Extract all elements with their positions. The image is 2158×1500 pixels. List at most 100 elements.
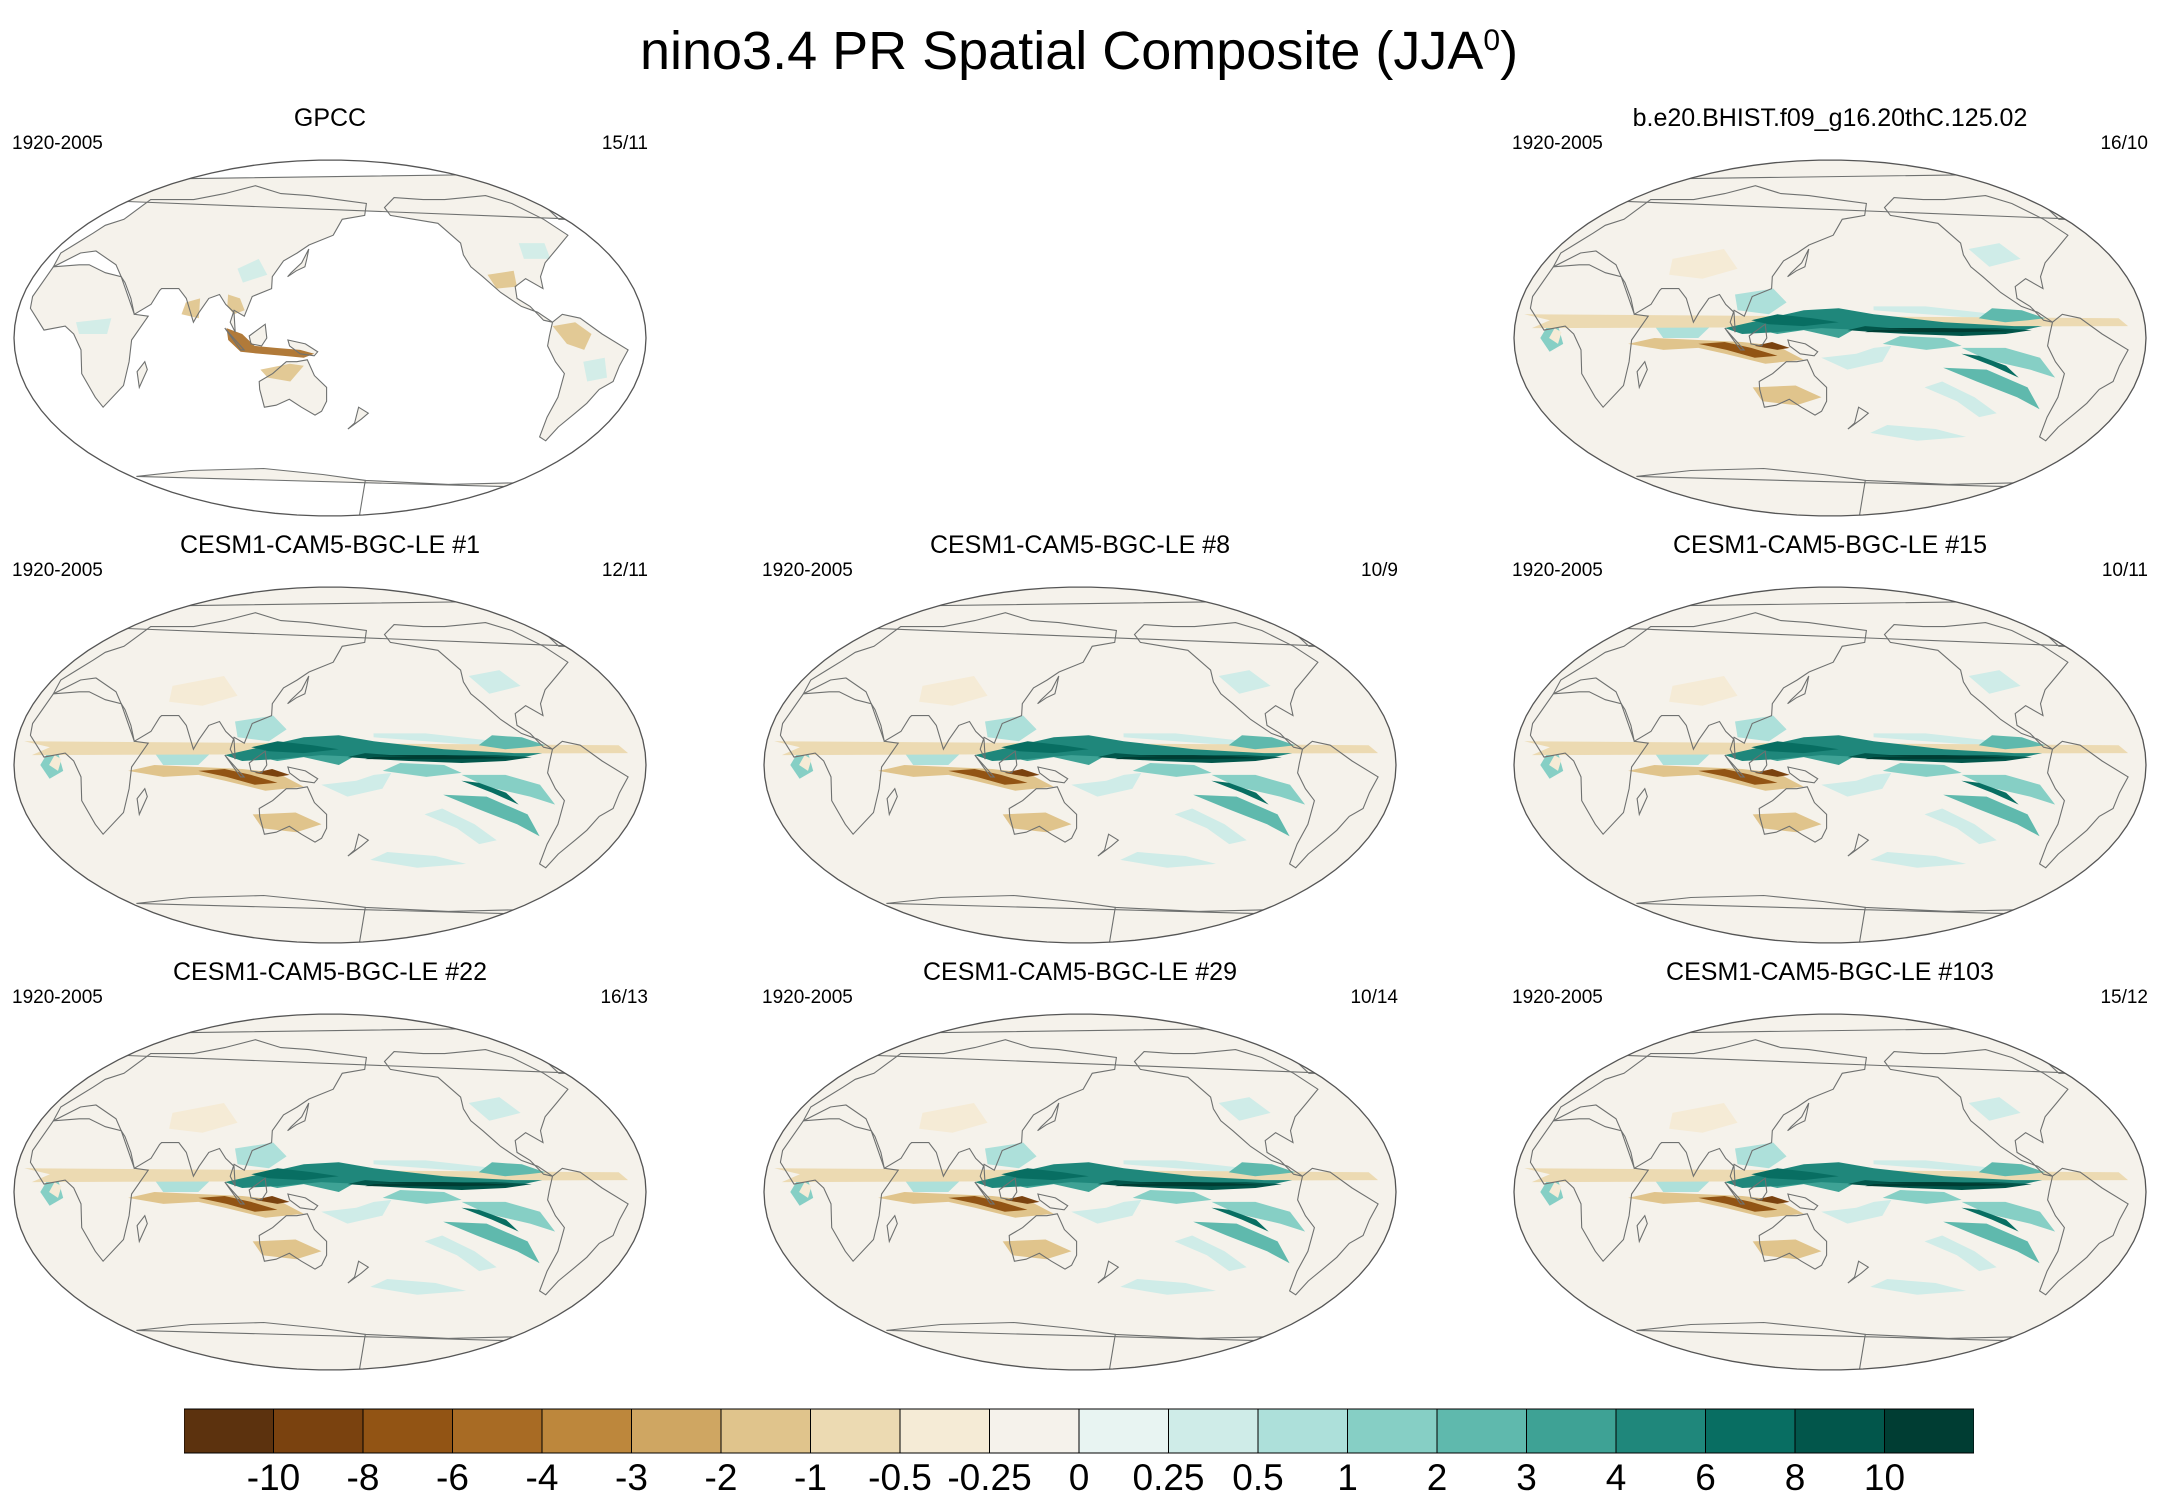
coastline (1787, 675, 1810, 705)
coastline (248, 323, 268, 347)
colorbar-tick-label: -4 (525, 1457, 559, 1498)
title-superscript: 0 (1483, 24, 1501, 57)
coastline (1037, 675, 1060, 705)
precip-anomaly-region (1071, 1199, 1142, 1224)
land-field (287, 249, 309, 277)
coastline (974, 754, 996, 778)
coastline (779, 1118, 900, 1263)
colorbar-tick-label: -0.5 (868, 1457, 932, 1498)
precip-anomaly-region (1120, 852, 1216, 868)
coastline (1636, 1214, 1648, 1244)
coastline (1288, 1167, 1379, 1296)
colorbar-tick-label: -0.25 (947, 1457, 1032, 1498)
coastline (779, 691, 900, 836)
precip-anomaly-core (948, 1196, 1028, 1212)
precip-anomaly-region (1882, 336, 1962, 350)
coastline (347, 1260, 370, 1284)
colorbar-tick-label: 0 (1068, 1457, 1090, 1498)
precip-anomaly-region (1968, 1097, 2021, 1121)
coastline (2038, 740, 2129, 869)
coastline (1529, 691, 1650, 836)
colorbar-box (1615, 1408, 1706, 1454)
coastline (1133, 1049, 1319, 1177)
panel-count: 15/12 (2100, 987, 2148, 1008)
panel-title: GPCC (293, 104, 367, 132)
coastline (1883, 1049, 2069, 1177)
precip-anomaly-region (1821, 1199, 1892, 1224)
coastline (258, 786, 328, 843)
precip-anomaly-region (461, 1201, 556, 1232)
coastline (802, 612, 1118, 760)
panel-period: 1920-2005 (1512, 133, 1603, 154)
panel-title: CESM1-CAM5-BGC-LE #8 (929, 531, 1231, 559)
colorbar-box (1436, 1408, 1527, 1454)
precip-anomaly-region (478, 1162, 546, 1177)
map-background (764, 587, 1396, 943)
precip-anomaly-region (1924, 381, 1997, 418)
precip-anomaly-region (443, 794, 540, 837)
coastline (29, 264, 150, 409)
precip-anomaly-region (424, 808, 497, 845)
precip-anomaly-dry (260, 363, 304, 382)
precip-anomaly-wet (76, 318, 112, 334)
colorbar-box (1347, 1408, 1438, 1454)
precip-anomaly-region (1821, 772, 1892, 797)
colorbar-tick-label: 3 (1516, 1457, 1537, 1498)
land-field (539, 314, 629, 441)
precip-anomaly-region (468, 670, 521, 694)
panel-count: 15/11 (601, 133, 648, 154)
m8-map (763, 586, 1397, 944)
precip-anomaly-region (1228, 1162, 1296, 1177)
colorbar-box (1257, 1408, 1348, 1454)
precip-anomaly-region (1924, 1235, 1997, 1272)
precip-anomaly-dry (181, 298, 201, 319)
coastline (1037, 766, 1069, 784)
colorbar-box (1078, 1408, 1169, 1454)
precip-anomaly-region (1669, 249, 1738, 279)
precip-anomaly-region (1752, 1239, 1822, 1260)
coastline (1552, 185, 1868, 333)
precip-anomaly-region (1961, 774, 2056, 805)
precip-anomaly-region (1228, 735, 1296, 750)
precip-anomaly-region (1669, 676, 1738, 706)
precip-anomaly-region (373, 733, 496, 746)
coastline (1883, 622, 2069, 750)
precip-anomaly-core (948, 769, 1028, 785)
precip-anomaly-region (1211, 774, 1306, 805)
coastline (383, 195, 569, 323)
gpcc-map (13, 159, 647, 517)
colorbar-box (989, 1408, 1080, 1454)
coastline (1008, 1213, 1078, 1270)
coastline (52, 1039, 368, 1187)
coastline (1552, 1039, 1868, 1187)
coastline (538, 740, 629, 869)
coastline (1097, 1260, 1120, 1284)
land-field (79, 173, 579, 220)
coastline (1748, 323, 1768, 347)
coastline (383, 622, 569, 750)
panel-period: 1920-2005 (12, 560, 103, 581)
panel-count: 10/9 (1361, 560, 1398, 581)
precip-anomaly-region (1724, 735, 2043, 761)
colorbar: -10 -8 -6 -4 -3 -2 -1 -0.5 -0.25 0 0.25 0.5 1 2 3 4 6 8 10 (184, 1408, 1974, 1498)
precip-anomaly-core (1127, 755, 1238, 758)
coastline (1636, 360, 1648, 390)
coastline (136, 787, 148, 817)
precip-anomaly-region (1924, 808, 1997, 845)
precip-anomaly-region (1943, 1221, 2040, 1264)
colorbar-tick-label: -8 (346, 1457, 380, 1498)
colorbar-tick-label: 10 (1863, 1457, 1906, 1498)
colorbar-tick-label: 0.5 (1232, 1457, 1284, 1498)
precip-anomaly-region (443, 1221, 540, 1264)
coastline (998, 750, 1018, 774)
coastline (1787, 248, 1810, 278)
precip-anomaly-region (1873, 733, 1996, 746)
colorbar-tick-label: 2 (1426, 1457, 1448, 1498)
precip-anomaly-region (382, 763, 462, 777)
precip-anomaly-region (169, 1103, 238, 1133)
colorbar-tick-label: -10 (246, 1457, 301, 1498)
precip-anomaly-core (49, 755, 62, 771)
precip-anomaly-region (1873, 306, 1996, 319)
panel-title: CESM1-CAM5-BGC-LE #103 (1666, 958, 1994, 986)
precip-anomaly-region (1001, 741, 1089, 754)
